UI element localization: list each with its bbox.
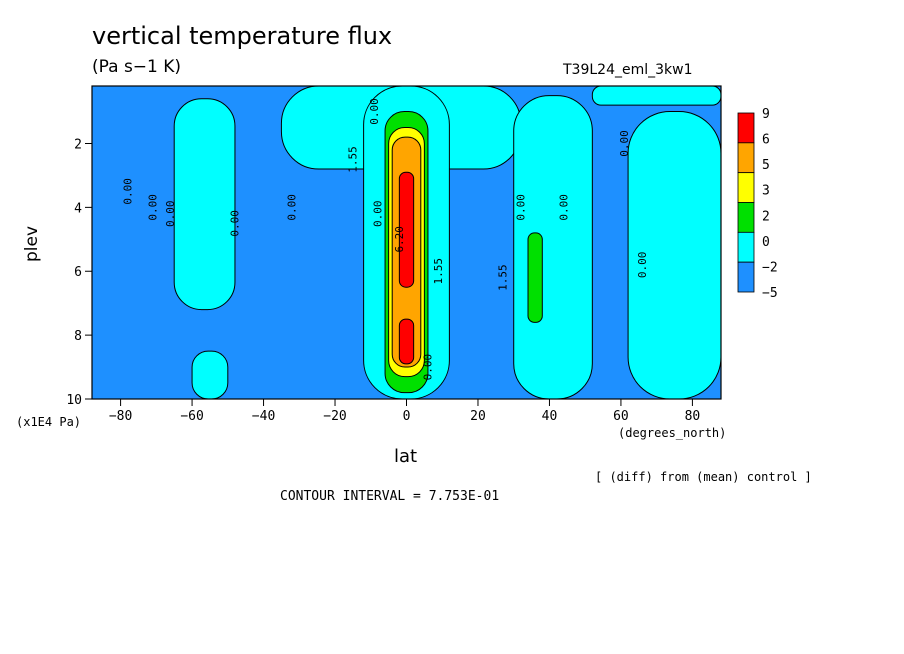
colorbar-label: 3 (762, 184, 770, 199)
x-tick-label: −20 (323, 409, 346, 424)
colorbar-swatch (737, 142, 755, 174)
x-tick-label: −40 (252, 409, 275, 424)
contour-region-5 (591, 85, 722, 106)
colorbar-swatch (737, 202, 755, 233)
colorbar-label: −5 (762, 286, 778, 301)
diff-note: [ (diff) from (mean) control ] (595, 470, 812, 484)
colorbar-label: 2 (762, 209, 770, 224)
colorbar-label: 9 (762, 107, 770, 122)
contour-label: 1.55 (432, 258, 445, 285)
contour-label: 0.00 (618, 130, 631, 157)
x-tick-label: −80 (109, 409, 132, 424)
colorbar-swatch (737, 112, 755, 144)
colorbar-label: 6 (762, 133, 770, 148)
y-tick-label: 6 (74, 265, 82, 280)
contour-label: 0.00 (422, 354, 435, 381)
colorbar-swatch (737, 261, 755, 293)
contour-label: 0.00 (514, 194, 527, 221)
contour-label: 0.00 (368, 98, 381, 125)
contour-region-1 (191, 350, 229, 400)
x-tick-label: 60 (613, 409, 629, 424)
contour-label: 0.00 (636, 252, 649, 279)
contour-label: 1.55 (497, 264, 510, 291)
x-axis-label: lat (394, 446, 418, 467)
contour-label: 0.00 (146, 194, 159, 221)
y-tick-label: 4 (74, 201, 82, 216)
x-axis-units: (degrees_north) (618, 426, 727, 440)
contour-region-10 (398, 171, 415, 288)
colorbar-swatch (737, 172, 755, 203)
x-tick-label: 20 (470, 409, 486, 424)
contour-label: 1.55 (346, 146, 359, 173)
contour-label: 0.00 (371, 201, 384, 228)
chart-units: (Pa s−1 K) (92, 57, 182, 77)
chart-title: vertical temperature flux (92, 22, 393, 50)
contour-label: 0.00 (164, 201, 177, 228)
x-tick-label: −60 (180, 409, 203, 424)
y-axis-units: (x1E4 Pa) (16, 415, 82, 429)
contour-label: 6.20 (393, 226, 406, 253)
colorbar-label: 0 (762, 235, 770, 250)
colorbar-label: 5 (762, 158, 770, 173)
contour-label: 0.00 (229, 210, 242, 237)
y-tick-label: 8 (74, 329, 82, 344)
y-tick-label: 10 (66, 393, 82, 408)
x-tick-label: 80 (685, 409, 701, 424)
contour-label: 0.00 (557, 194, 570, 221)
y-tick-label: 2 (74, 137, 82, 152)
contour-region-0 (173, 98, 236, 311)
run-id: T39L24_eml_3kw1 (563, 62, 693, 78)
x-tick-label: 40 (542, 409, 558, 424)
contour-region-11 (398, 318, 415, 365)
colorbar-label: −2 (762, 260, 778, 275)
contour-label: 0.00 (286, 194, 299, 221)
contour-interval: CONTOUR INTERVAL = 7.753E-01 (280, 489, 500, 504)
contour-label: 0.00 (121, 178, 134, 205)
x-tick-label: 0 (403, 409, 411, 424)
contour-region-12 (527, 232, 543, 323)
colorbar-swatch (737, 231, 755, 263)
contour-region-4 (513, 95, 593, 400)
